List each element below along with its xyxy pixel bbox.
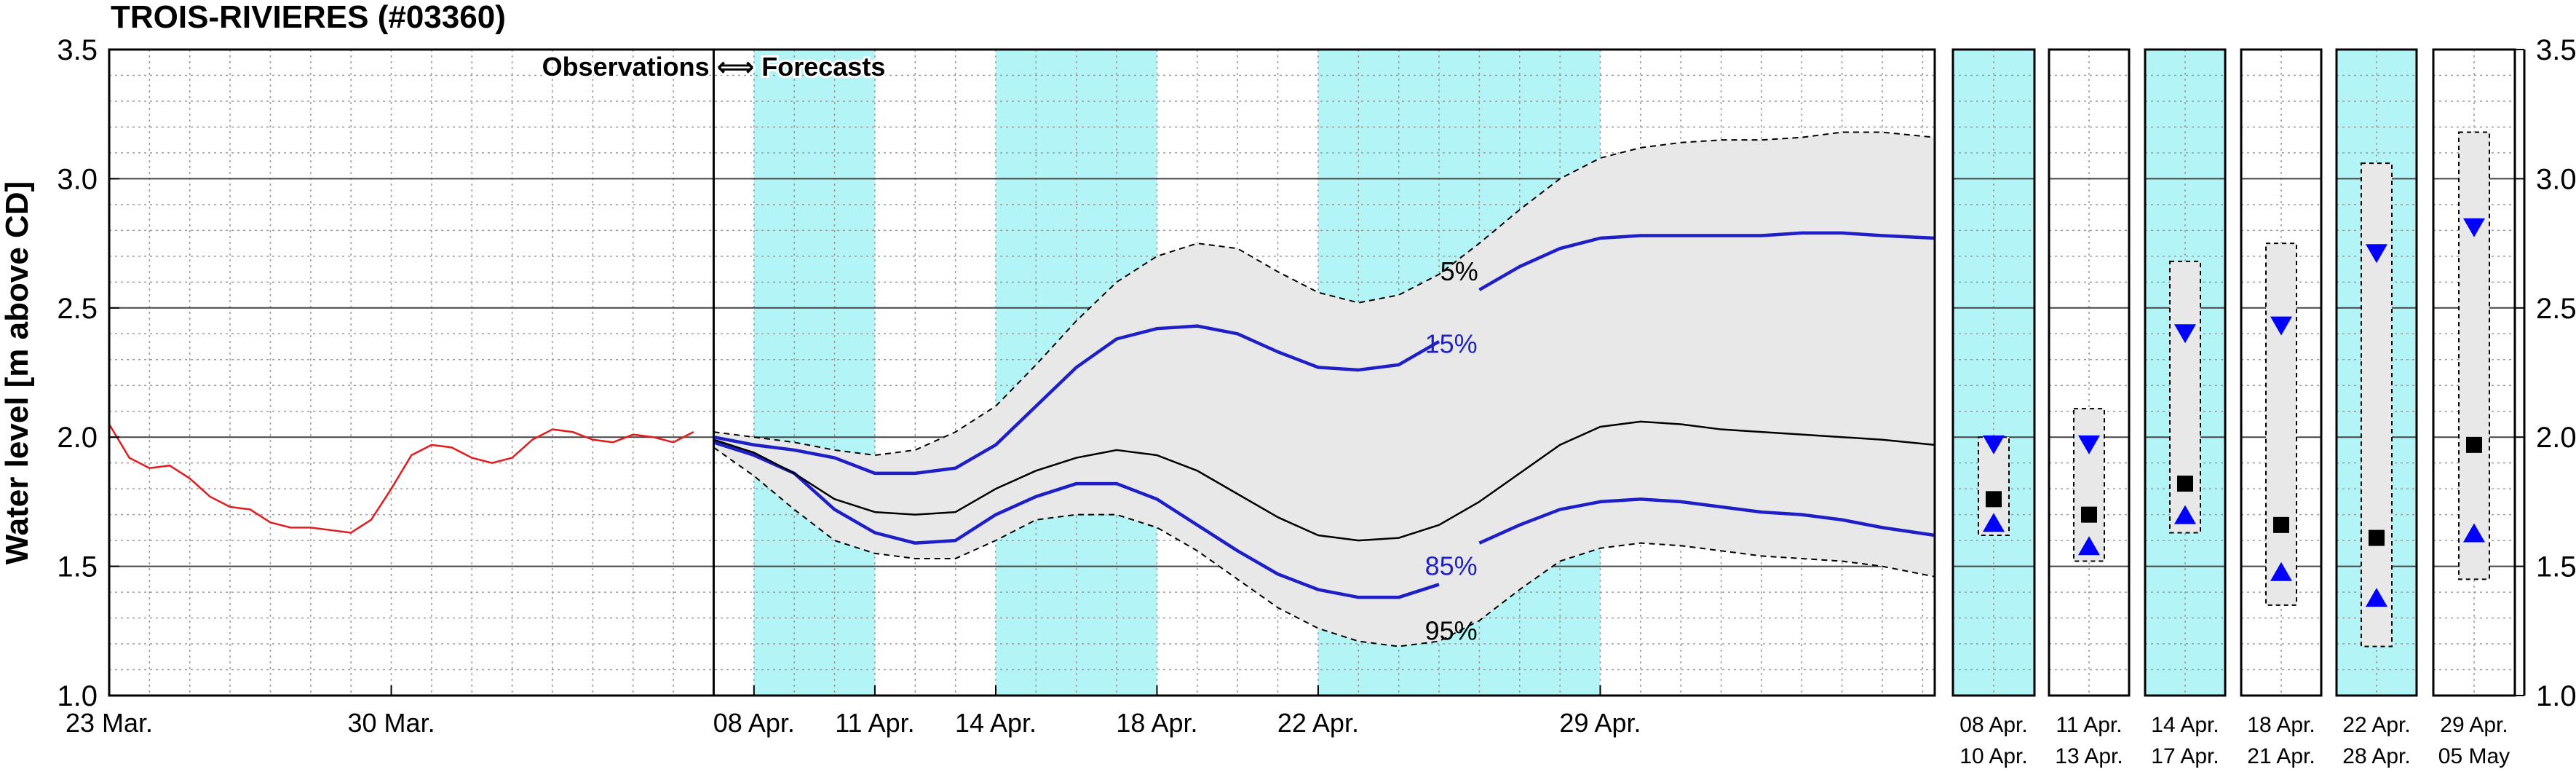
y-tick-label-left: 3.5 [57,34,98,66]
period-min-marker [2270,562,2292,581]
period-panel-frame [2240,48,2323,697]
period-label-end: 21 Apr. [2247,744,2315,768]
period-panel-frame [2144,48,2227,697]
y-tick-label-left: 1.5 [57,551,98,583]
period-max-marker [2270,316,2292,336]
period-label-start: 18 Apr. [2247,713,2315,737]
percentile-annotation: 95% [1425,615,1478,645]
y-tick-label-right: 3.5 [2536,34,2576,66]
period-median-marker [2273,516,2289,533]
period-label-end: 28 Apr. [2342,744,2410,768]
y-tick-label-right: 3.0 [2536,163,2576,195]
observations-line [108,423,694,534]
plot-layer: Observations ⟺ Forecasts 5% 15% 85% 95% 1.0 1.… [57,34,2576,768]
period-panel-frame [1951,48,2036,697]
x-tick-label: 29 Apr. [1559,708,1641,738]
period-label-start: 14 Apr. [2151,713,2219,737]
period-label-end: 17 Apr. [2151,744,2219,768]
percentile-annotation: 5% [1440,256,1478,286]
period-range-box [2169,260,2201,534]
chart-title: TROIS-RIVIERES (#03360) [111,0,506,35]
y-tick-label-right: 1.5 [2536,551,2576,583]
period-panel-background [2049,50,2129,696]
period-min-marker [2078,536,2100,556]
period-label-start: 22 Apr. [2342,713,2410,737]
x-tick-label: 14 Apr. [955,708,1037,738]
period-median-marker [2466,436,2482,453]
divider-label: Observations ⟺ Forecasts [542,52,886,82]
y-tick-label-right: 2.5 [2536,293,2576,325]
forecast-period-highlight [753,50,875,696]
forecast-uncertainty-band [713,132,1935,647]
period-label-start: 11 Apr. [2056,713,2122,737]
period-range-box [2361,162,2393,647]
percentile-annotation: 85% [1425,551,1478,581]
period-max-marker [2174,324,2196,344]
y-tick-label-right: 1.0 [2536,680,2576,712]
period-min-marker [2366,588,2387,607]
x-tick-label: 22 Apr. [1277,708,1359,738]
y-tick-label-left: 1.0 [57,680,98,712]
y-tick-label-left: 2.0 [57,422,98,454]
period-panel-frame [2335,48,2418,697]
period-panel-frame [2048,48,2131,697]
series-line-85pct [713,441,1440,599]
x-tick-label: 30 Mar. [348,708,435,738]
band-upper-5pct [713,131,1935,457]
y-tick-label-left: 3.0 [57,163,98,195]
period-max-marker [2078,435,2100,454]
period-label-start: 29 Apr. [2440,713,2508,737]
x-tick-label: 23 Mar. [66,708,153,738]
y-tick-label-right: 2.0 [2536,422,2576,454]
y-tick-label-left: 2.5 [57,293,98,325]
period-median-marker [2177,476,2193,492]
period-min-marker [2174,505,2196,524]
x-tick-label: 18 Apr. [1116,708,1197,738]
period-median-marker [2081,506,2097,523]
period-panel-frame [2432,48,2516,697]
period-range-box [2073,408,2105,562]
period-min-marker [1983,513,2005,532]
period-min-marker [2463,523,2485,543]
period-median-marker [1986,491,2002,508]
period-label-end: 13 Apr. [2055,744,2123,768]
main-plot-frame [108,48,1936,697]
series-line-15pct [713,324,1440,476]
y-axis-label: Water level [m above CD] [0,181,35,565]
period-max-marker [2463,218,2485,237]
series-line-5pct [1478,231,1935,291]
x-tick-label: 11 Apr. [835,708,914,738]
period-median-marker [2369,529,2385,546]
series-line-median [713,420,1935,542]
period-label-end: 10 Apr. [1959,744,2027,768]
period-range-box [2265,243,2297,606]
x-tick-label: 08 Apr. [713,708,795,738]
period-max-marker [1983,435,2005,454]
series-line-95pct [1478,497,1935,545]
period-label-start: 08 Apr. [1959,713,2027,737]
band-lower-95pct [713,446,1935,647]
period-panel-background [1953,50,2034,696]
period-label-end: 05 May [2438,744,2510,768]
period-range-box [2458,131,2490,580]
period-max-marker [2366,244,2387,264]
percentile-annotation: 15% [1425,328,1478,358]
